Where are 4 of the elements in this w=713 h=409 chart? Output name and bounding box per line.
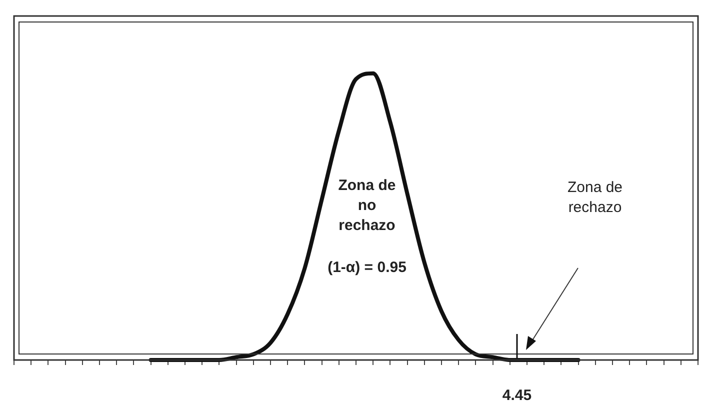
annotation: (1-α) = 0.95 [326,258,408,278]
annotation: Zona de rechazo [566,178,624,218]
annotation: Zona de no rechazo [337,176,397,236]
text: 4.45 [501,386,533,406]
